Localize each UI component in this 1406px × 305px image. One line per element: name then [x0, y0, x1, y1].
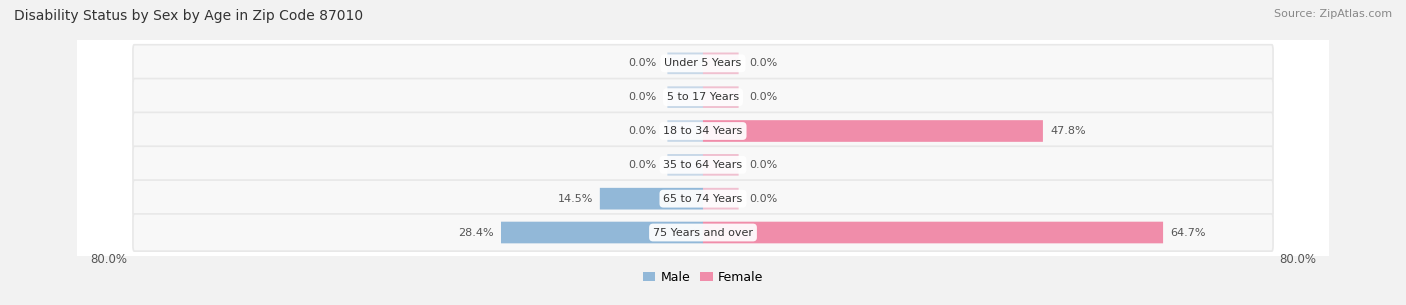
FancyBboxPatch shape: [703, 188, 738, 210]
Text: 0.0%: 0.0%: [628, 58, 657, 68]
Text: 47.8%: 47.8%: [1050, 126, 1085, 136]
Text: 0.0%: 0.0%: [749, 58, 778, 68]
FancyBboxPatch shape: [134, 180, 1272, 217]
Text: Disability Status by Sex by Age in Zip Code 87010: Disability Status by Sex by Age in Zip C…: [14, 9, 363, 23]
Text: 0.0%: 0.0%: [749, 194, 778, 204]
Text: 5 to 17 Years: 5 to 17 Years: [666, 92, 740, 102]
Text: 0.0%: 0.0%: [628, 160, 657, 170]
FancyBboxPatch shape: [703, 52, 738, 74]
Text: 28.4%: 28.4%: [458, 228, 494, 238]
Text: 35 to 64 Years: 35 to 64 Years: [664, 160, 742, 170]
FancyBboxPatch shape: [134, 214, 1272, 251]
FancyBboxPatch shape: [703, 154, 738, 176]
FancyBboxPatch shape: [703, 222, 1163, 243]
FancyBboxPatch shape: [703, 86, 738, 108]
Text: 64.7%: 64.7%: [1170, 228, 1205, 238]
Text: 14.5%: 14.5%: [557, 194, 593, 204]
FancyBboxPatch shape: [134, 45, 1272, 82]
Text: 18 to 34 Years: 18 to 34 Years: [664, 126, 742, 136]
FancyBboxPatch shape: [134, 79, 1272, 116]
Text: 75 Years and over: 75 Years and over: [652, 228, 754, 238]
Text: 65 to 74 Years: 65 to 74 Years: [664, 194, 742, 204]
Text: 80.0%: 80.0%: [90, 253, 127, 267]
FancyBboxPatch shape: [703, 120, 1043, 142]
FancyBboxPatch shape: [134, 146, 1272, 183]
FancyBboxPatch shape: [668, 52, 703, 74]
Text: 0.0%: 0.0%: [628, 126, 657, 136]
FancyBboxPatch shape: [668, 120, 703, 142]
FancyBboxPatch shape: [668, 154, 703, 176]
FancyBboxPatch shape: [501, 222, 703, 243]
FancyBboxPatch shape: [668, 86, 703, 108]
Text: 0.0%: 0.0%: [628, 92, 657, 102]
Text: 0.0%: 0.0%: [749, 92, 778, 102]
FancyBboxPatch shape: [600, 188, 703, 210]
Text: 0.0%: 0.0%: [749, 160, 778, 170]
Text: Source: ZipAtlas.com: Source: ZipAtlas.com: [1274, 9, 1392, 19]
Text: Under 5 Years: Under 5 Years: [665, 58, 741, 68]
Legend: Male, Female: Male, Female: [638, 266, 768, 289]
FancyBboxPatch shape: [134, 113, 1272, 150]
Text: 80.0%: 80.0%: [1279, 253, 1316, 267]
